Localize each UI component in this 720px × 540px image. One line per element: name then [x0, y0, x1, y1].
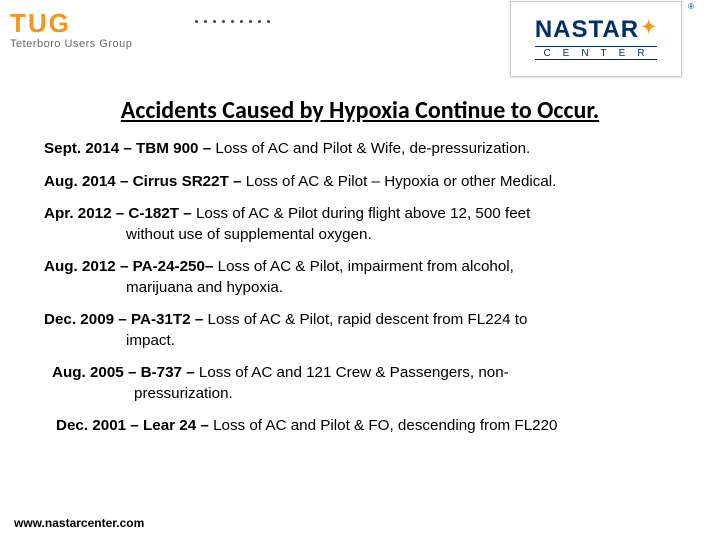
accident-entry: Dec. 2009 – PA-31T2 – Loss of AC & Pilot…: [44, 310, 682, 351]
page-title: Accidents Caused by Hypoxia Continue to …: [0, 96, 720, 125]
accident-entry: Aug. 2012 – PA-24-250– Loss of AC & Pilo…: [44, 257, 682, 298]
nastar-logo: NASTAR✦ CENTER: [510, 1, 682, 77]
star-icon: ✦: [641, 18, 657, 36]
accident-entry: Dec. 2001 – Lear 24 – Loss of AC and Pil…: [44, 416, 682, 437]
header: TUG Teterboro Users Group ® NASTAR✦ CENT…: [0, 0, 720, 78]
footer-url: www.nastarcenter.com: [14, 516, 144, 530]
nastar-text: NASTAR: [535, 16, 639, 43]
plane-trail-icon: [195, 20, 278, 23]
tug-logo: TUG Teterboro Users Group: [10, 10, 132, 50]
tug-logo-sub: Teterboro Users Group: [10, 38, 132, 50]
accident-entry: Apr. 2012 – C-182T – Loss of AC & Pilot …: [44, 204, 682, 245]
accident-entry: Aug. 2005 – B-737 – Loss of AC and 121 C…: [44, 363, 682, 404]
registered-mark: ®: [688, 2, 694, 11]
accident-list: Sept. 2014 – TBM 900 – Loss of AC and Pi…: [0, 139, 720, 437]
nastar-logo-top: NASTAR✦: [535, 18, 657, 42]
nastar-logo-bottom: CENTER: [535, 46, 656, 60]
tug-logo-main: TUG: [10, 10, 132, 36]
accident-entry: Sept. 2014 – TBM 900 – Loss of AC and Pi…: [44, 139, 682, 160]
accident-entry: Aug. 2014 – Cirrus SR22T – Loss of AC & …: [44, 172, 682, 193]
